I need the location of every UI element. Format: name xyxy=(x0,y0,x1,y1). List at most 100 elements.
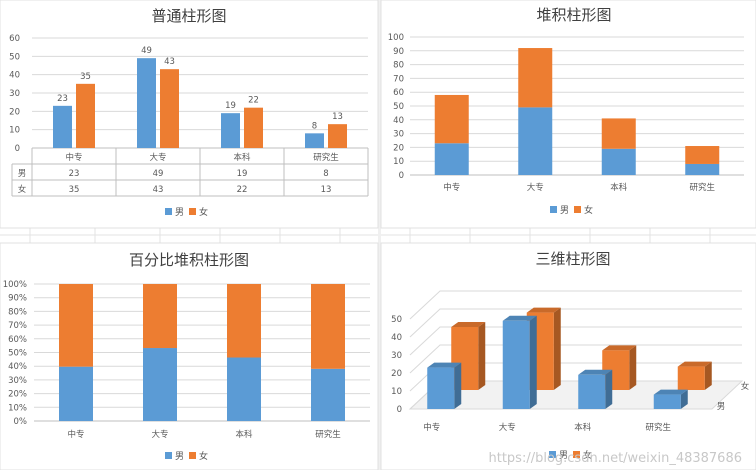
data-label: 13 xyxy=(332,112,343,122)
x-tick-label: 中专 xyxy=(443,182,460,193)
gridline xyxy=(409,308,742,338)
y-axis: 0 10 20 30 40 50 60 xyxy=(9,34,20,154)
bars xyxy=(53,58,347,148)
chart-title: 堆积柱形图 xyxy=(536,6,611,24)
y-tick-label: 30 xyxy=(391,351,402,361)
x-tick-label: 中专 xyxy=(423,422,440,433)
x-tick-label: 研究生 xyxy=(689,182,715,193)
y-tick-label: 50 xyxy=(393,102,404,112)
chart-title: 百分比堆积柱形图 xyxy=(129,251,249,269)
chart-stacked-column[interactable]: 堆积柱形图 0 10 20 30 40 50 60 70 80 90 100 中专 大专 本科 研究生 男… xyxy=(380,0,756,229)
legend-swatch-female xyxy=(189,208,196,215)
legend-swatch-male xyxy=(165,208,172,215)
bar-3d-side-male xyxy=(680,389,688,409)
y-tick-label: 40 xyxy=(391,333,402,343)
y-tick-label: 90 xyxy=(393,47,404,57)
bar-3d-top-female xyxy=(526,307,561,313)
bar-male xyxy=(143,348,177,421)
y-tick-label: 40 xyxy=(9,71,20,81)
y-tick-label: 10% xyxy=(8,403,27,413)
data-label: 23 xyxy=(57,94,68,104)
legend: 男女 xyxy=(550,204,593,216)
y-tick-label: 10 xyxy=(393,157,404,167)
y-tick-label: 20% xyxy=(8,390,27,400)
data-labels: 23 35 49 43 19 22 8 13 xyxy=(57,46,343,131)
chart-area xyxy=(380,242,756,470)
chart-3d-column[interactable]: 三维柱形图 01020304050 中专 大专 本科 研究生 男女 男女 xyxy=(380,242,756,470)
bar-male xyxy=(601,148,636,175)
y-tick-label: 60% xyxy=(8,335,27,345)
bar-male xyxy=(311,368,345,421)
gridline xyxy=(409,290,742,320)
bar-3d-top-female xyxy=(602,345,637,351)
x-tick-label: 本科 xyxy=(235,429,253,440)
bar-3d-side-female xyxy=(553,307,561,390)
bar-3d-side-female xyxy=(704,361,712,390)
legend-label-male: 男 xyxy=(559,450,568,461)
y-axis: 0 10 20 30 40 50 xyxy=(391,315,402,415)
data-table: 中专 23 35 大专 49 43 本科 19 22 研究生 8 13 男女 xyxy=(11,148,369,197)
y-tick-label: 40 xyxy=(393,116,404,126)
bar-female xyxy=(160,69,179,148)
x-tick-label: 本科 xyxy=(574,422,592,433)
chart-clustered-column[interactable]: 普通柱形图 0 10 20 30 40 50 60 23 35 49 43 19 22 8 13 中专 23… xyxy=(0,0,379,229)
worksheet-column-gap xyxy=(378,0,381,470)
y-tick-label: 80% xyxy=(8,307,27,317)
bars xyxy=(427,307,712,409)
bar-3d-side-male xyxy=(454,362,462,409)
y-tick-label: 10 xyxy=(391,387,402,397)
depth-label: 男 xyxy=(717,402,726,412)
y-tick-label: 0 xyxy=(397,405,402,415)
legend-label-female: 女 xyxy=(583,449,592,461)
table-row-header: 女 xyxy=(18,184,27,195)
y-tick-label: 80 xyxy=(393,61,404,71)
bar-female xyxy=(601,118,636,149)
bar-3d-top-male xyxy=(427,362,462,368)
chart-title: 普通柱形图 xyxy=(151,7,226,25)
bar-3d-top-female xyxy=(677,361,712,367)
table-cell: 8 xyxy=(323,169,328,179)
bar-male xyxy=(221,113,240,148)
y-tick-label: 20 xyxy=(9,107,20,117)
y-tick-label: 100 xyxy=(388,33,404,43)
data-label: 35 xyxy=(80,72,91,82)
bar-male xyxy=(434,143,469,175)
gridline xyxy=(409,326,742,356)
x-tick-label: 大专 xyxy=(499,422,516,433)
x-tick-label: 研究生 xyxy=(313,152,339,163)
y-tick-label: 70 xyxy=(393,74,404,84)
bar-female xyxy=(311,284,345,369)
table-cell: 19 xyxy=(237,169,248,179)
legend-swatch-male xyxy=(550,206,557,213)
chart-percent-stacked-column[interactable]: 百分比堆积柱形图 0% 10% 20% 30% 40% 50% 60% 70% 80% 90% 10… xyxy=(0,242,379,470)
y-axis: 0 10 20 30 40 50 60 70 80 90 100 xyxy=(388,33,404,181)
bar-male xyxy=(502,320,530,409)
legend-label-male: 男 xyxy=(560,205,569,216)
y-tick-label: 0% xyxy=(14,417,28,427)
y-tick-label: 50 xyxy=(9,52,20,62)
y-axis: 0% 10% 20% 30% 40% 50% 60% 70% 80% 90% 100% xyxy=(3,280,27,427)
bar-3d-side-male xyxy=(529,315,537,409)
bar-male xyxy=(653,394,681,409)
x-axis: 中专 大专 本科 研究生 xyxy=(443,182,715,193)
legend-swatch-female xyxy=(573,451,580,458)
legend-swatch-male xyxy=(549,451,556,458)
x-axis: 中专 大专 本科 研究生 xyxy=(423,422,671,433)
bar-male xyxy=(53,105,72,148)
y-tick-label: 40% xyxy=(8,362,27,372)
data-label: 43 xyxy=(164,57,175,67)
bars xyxy=(434,48,720,175)
chart-title: 三维柱形图 xyxy=(535,250,610,268)
bar-female xyxy=(76,83,95,148)
legend-swatch-male xyxy=(165,452,172,459)
y-tick-label: 50% xyxy=(8,349,27,359)
legend-swatch-female xyxy=(189,452,196,459)
legend-label-female: 女 xyxy=(584,204,593,216)
legend-swatch-female xyxy=(574,206,581,213)
y-tick-label: 50 xyxy=(391,315,402,325)
x-tick-label: 大专 xyxy=(149,152,166,163)
data-label: 8 xyxy=(312,121,317,131)
bar-female xyxy=(685,146,720,164)
legend-label-male: 男 xyxy=(175,451,184,462)
table-cell: 13 xyxy=(321,185,332,195)
